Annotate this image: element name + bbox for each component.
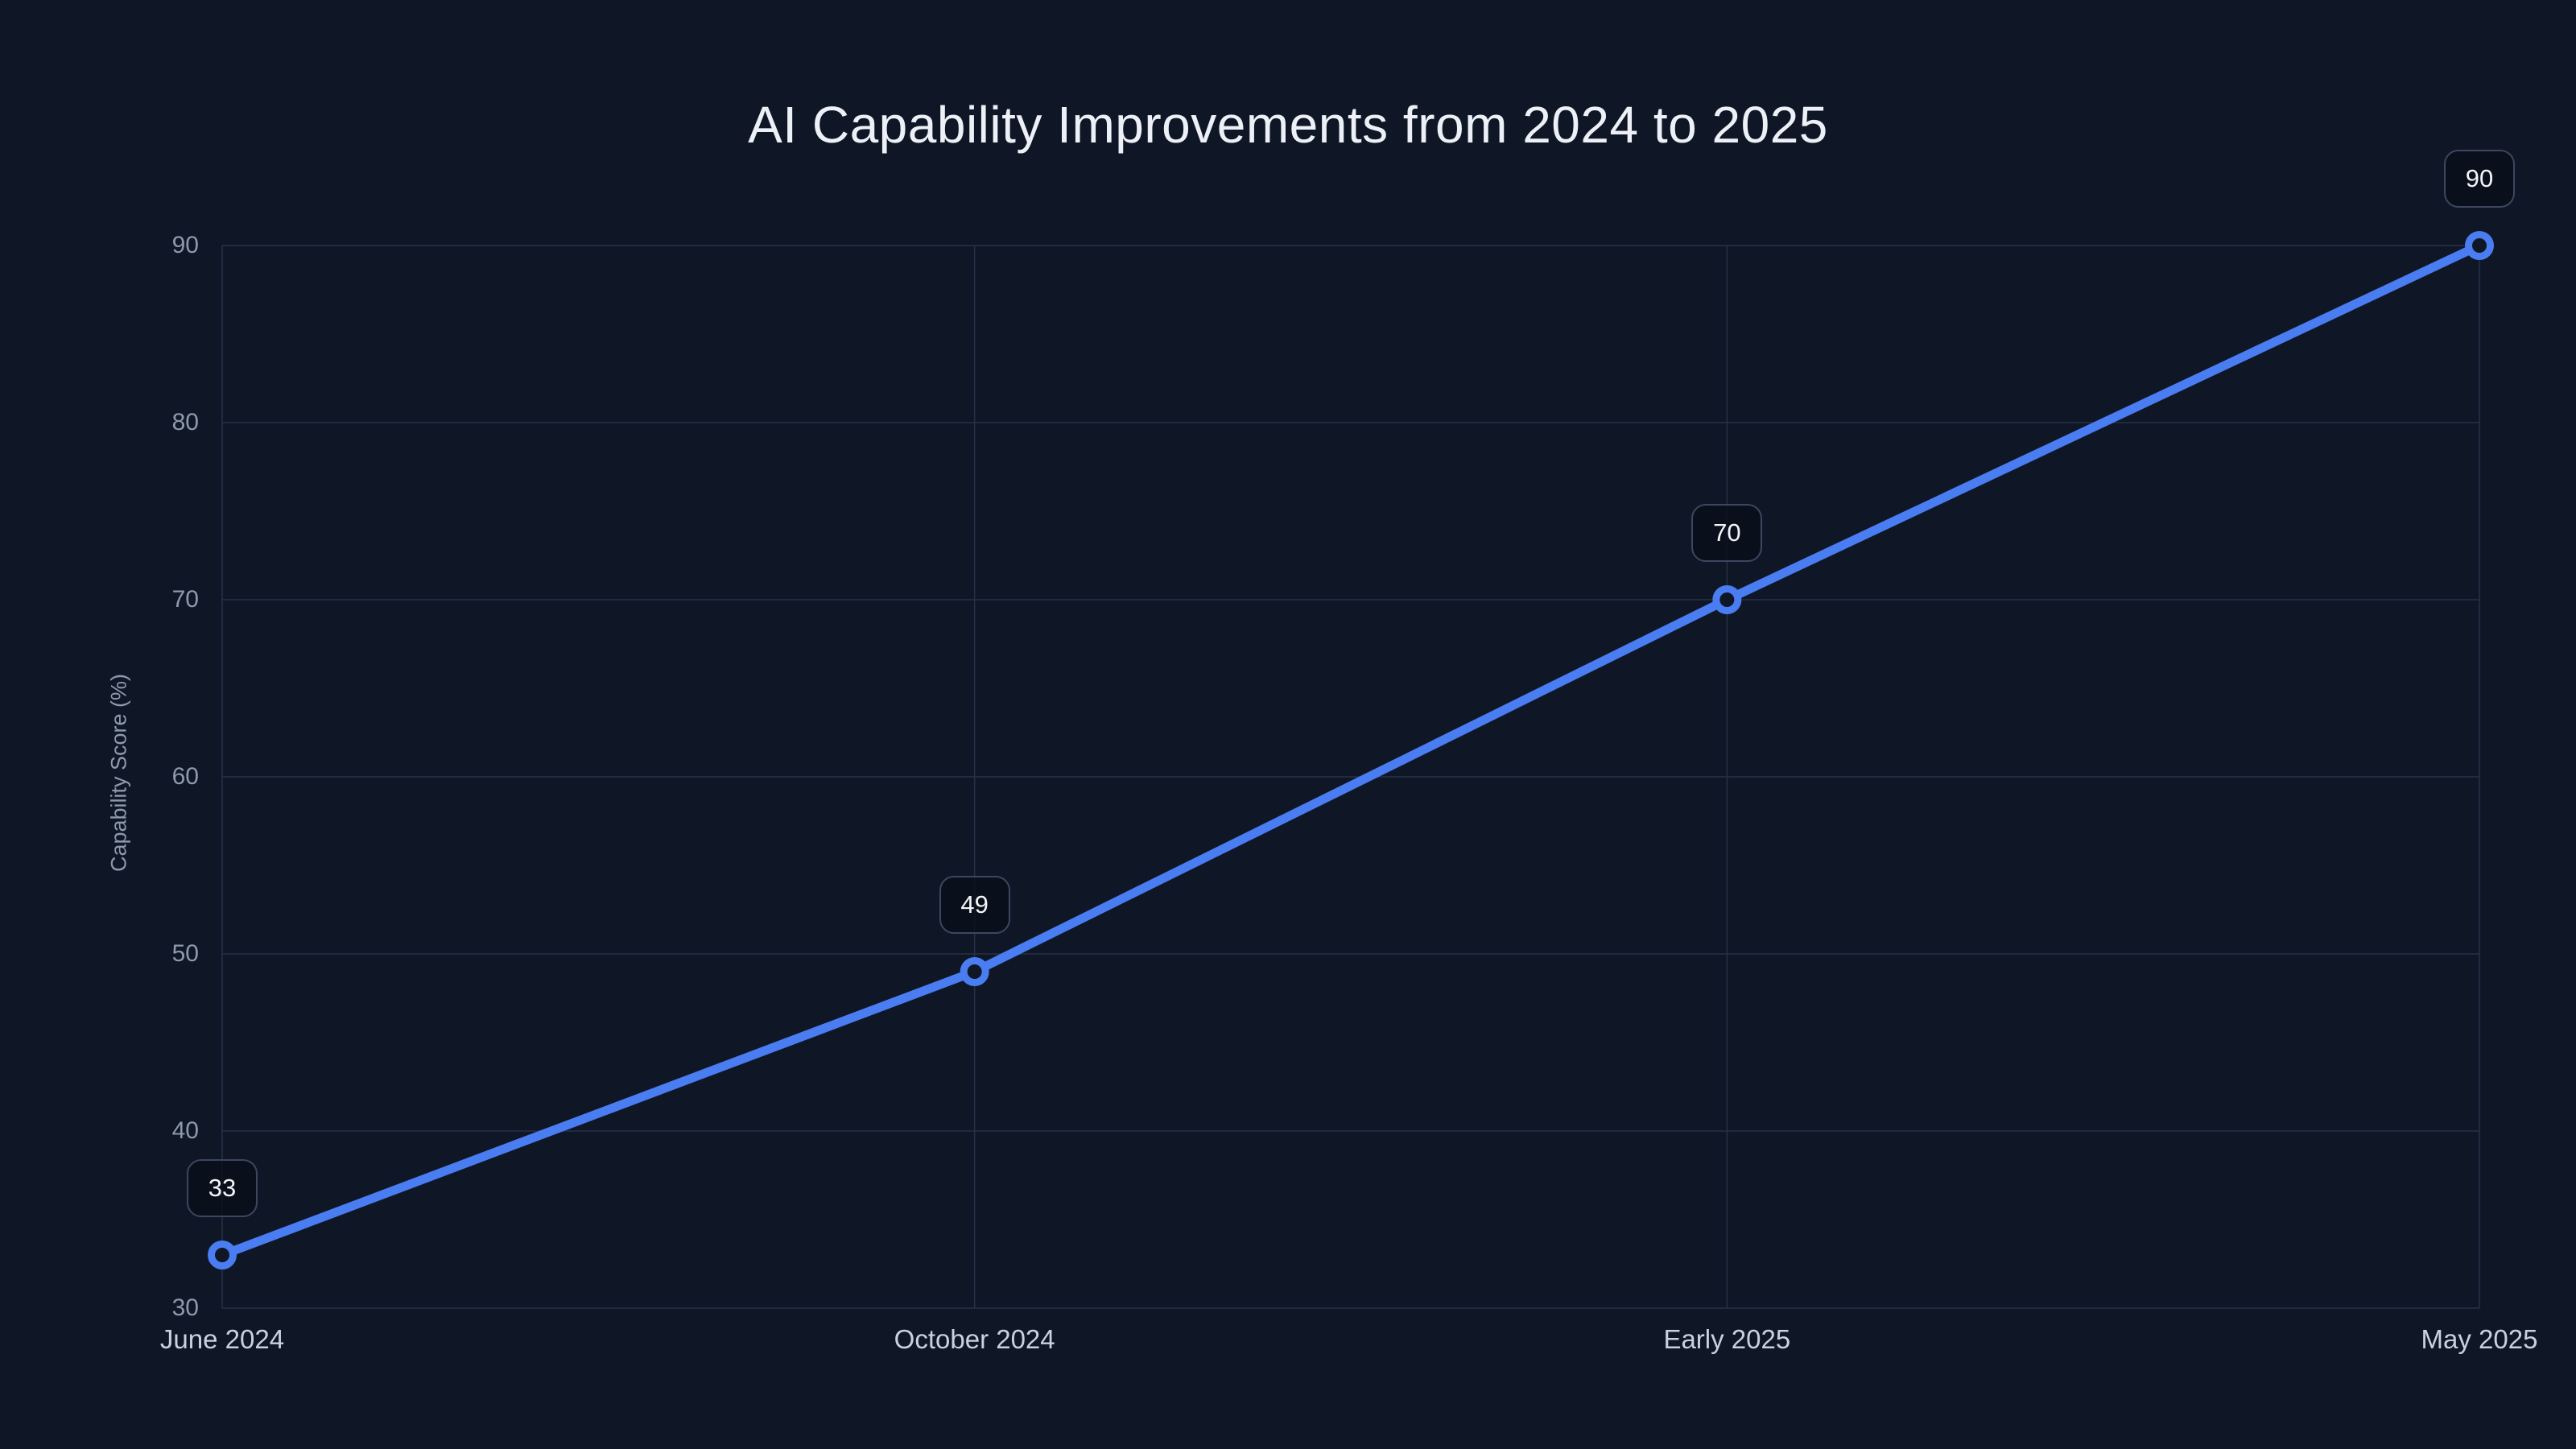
x-tick-label: May 2025 [2421, 1324, 2538, 1354]
x-tick-label: Early 2025 [1663, 1324, 1791, 1354]
y-tick-label: 70 [171, 586, 199, 613]
data-point-label: 49 [939, 876, 1010, 934]
chart-title: AI Capability Improvements from 2024 to … [748, 96, 1828, 154]
data-point-marker[interactable] [960, 957, 989, 986]
data-point-marker[interactable] [208, 1241, 237, 1269]
x-tick-label: October 2024 [894, 1324, 1055, 1354]
y-tick-label: 50 [171, 940, 199, 967]
y-tick-label: 60 [171, 763, 199, 790]
series-line [217, 241, 2484, 1260]
y-tick-label: 40 [171, 1117, 199, 1144]
y-tick-label: 80 [171, 409, 199, 436]
data-point-marker[interactable] [1712, 585, 1742, 614]
x-tick-label: June 2024 [159, 1324, 285, 1354]
data-point-label: 70 [1691, 504, 1763, 562]
y-tick-label: 30 [171, 1294, 199, 1321]
data-point-label: 90 [2444, 150, 2515, 208]
data-point-label: 33 [187, 1159, 258, 1217]
y-tick-label: 90 [171, 232, 199, 258]
data-point-marker[interactable] [2465, 231, 2494, 260]
